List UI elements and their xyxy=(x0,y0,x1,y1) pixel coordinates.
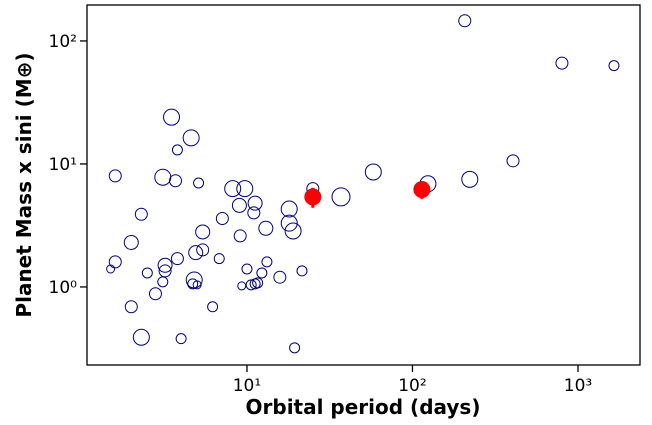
point xyxy=(124,300,138,314)
point xyxy=(170,252,184,266)
point xyxy=(187,278,199,290)
point xyxy=(157,257,173,273)
plot-frame xyxy=(86,4,641,366)
point xyxy=(261,256,273,268)
point xyxy=(241,263,253,275)
point xyxy=(245,279,257,291)
y-axis-label: Planet Mass x sini (M⊕) xyxy=(12,52,36,317)
y-tick-label: 10² xyxy=(49,32,77,52)
y-tick-label: 10⁰ xyxy=(49,278,78,298)
point xyxy=(555,56,569,70)
point xyxy=(141,267,153,279)
point xyxy=(154,168,172,186)
x-tick-label: 10³ xyxy=(564,376,592,396)
point xyxy=(280,200,298,218)
point xyxy=(195,224,211,240)
point xyxy=(280,214,298,232)
point xyxy=(284,222,302,240)
point xyxy=(213,253,225,265)
point xyxy=(157,276,169,288)
point xyxy=(304,188,322,206)
point xyxy=(215,212,229,226)
point xyxy=(289,342,301,354)
point xyxy=(413,180,431,198)
point xyxy=(224,180,242,198)
point xyxy=(185,271,203,289)
point xyxy=(193,177,205,189)
point xyxy=(148,287,162,301)
x-tick-label: 10² xyxy=(398,376,426,396)
point xyxy=(134,207,148,221)
point xyxy=(506,154,520,168)
point xyxy=(175,333,187,345)
point xyxy=(188,245,204,261)
point xyxy=(252,277,264,289)
y-tick-label: 10¹ xyxy=(49,155,77,175)
point xyxy=(123,234,139,250)
point xyxy=(169,174,183,188)
point xyxy=(231,197,247,213)
point xyxy=(331,187,351,207)
point xyxy=(364,163,382,181)
x-tick-label: 10¹ xyxy=(233,376,261,396)
point xyxy=(273,270,287,284)
point xyxy=(458,14,472,28)
point xyxy=(296,265,308,277)
point xyxy=(182,129,200,147)
point xyxy=(258,220,274,236)
point xyxy=(171,144,183,156)
point xyxy=(247,206,261,220)
point xyxy=(108,169,122,183)
point xyxy=(207,301,219,313)
point xyxy=(237,281,247,291)
point xyxy=(192,280,202,290)
point xyxy=(106,264,116,274)
point xyxy=(247,195,263,211)
x-axis-label: Orbital period (days) xyxy=(246,395,481,419)
point xyxy=(196,243,210,257)
point xyxy=(608,60,620,72)
point xyxy=(132,328,150,346)
point xyxy=(163,108,181,126)
point xyxy=(236,180,254,198)
point xyxy=(233,229,247,243)
point xyxy=(256,267,268,279)
point xyxy=(461,170,479,188)
point xyxy=(108,255,122,269)
